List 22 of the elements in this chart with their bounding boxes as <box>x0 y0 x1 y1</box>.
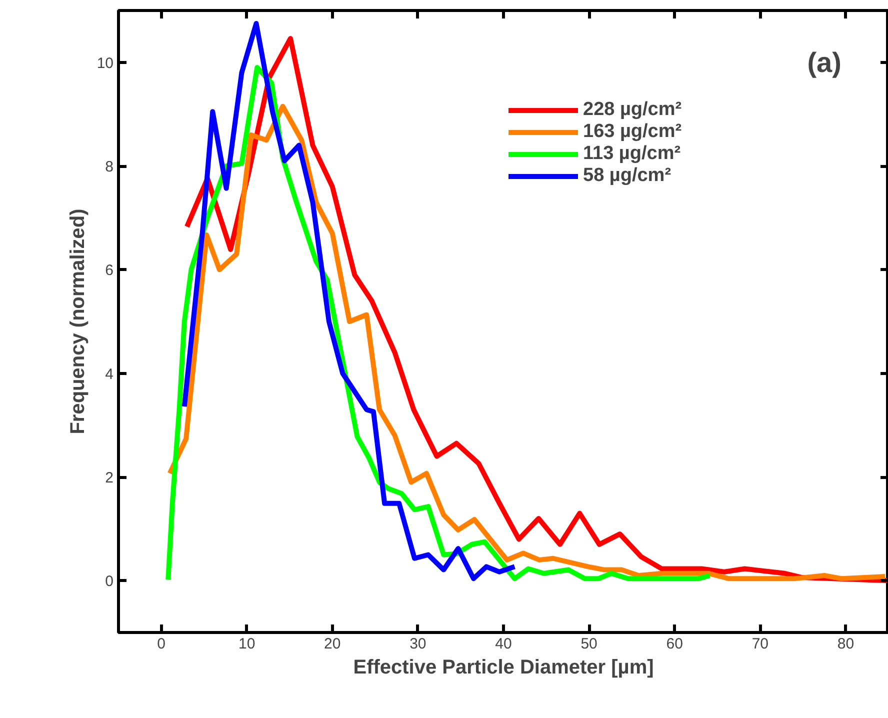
x-axis-title: Effective Particle Diameter [µm] <box>353 656 654 678</box>
x-tick-label: 40 <box>495 636 512 652</box>
y-tick-label: 4 <box>105 366 114 383</box>
x-tick-label: 0 <box>157 636 166 652</box>
y-tick-label: 8 <box>105 158 114 176</box>
y-tick-label: 0 <box>105 573 114 590</box>
y-axis-title: Frequency (normalized) <box>66 208 89 434</box>
y-tick-label: 6 <box>105 262 114 280</box>
y-tick-label: 2 <box>105 470 114 486</box>
x-tick-label: 70 <box>752 636 769 652</box>
x-tick-label: 80 <box>837 636 854 652</box>
legend-label: 228 µg/cm² <box>583 99 682 121</box>
annotation: (a) <box>807 46 842 78</box>
x-tick-label: 20 <box>324 636 341 652</box>
x-tick-label: 10 <box>238 636 256 652</box>
legend-label: 113 µg/cm² <box>583 143 681 165</box>
x-tick-label: 30 <box>410 636 426 652</box>
y-tick-label: 10 <box>96 54 114 72</box>
x-tick-label: 50 <box>580 636 598 652</box>
x-tick-label: 60 <box>666 636 683 652</box>
legend-label: 163 µg/cm² <box>583 121 682 143</box>
legend-label: 58 µg/cm² <box>583 165 672 187</box>
